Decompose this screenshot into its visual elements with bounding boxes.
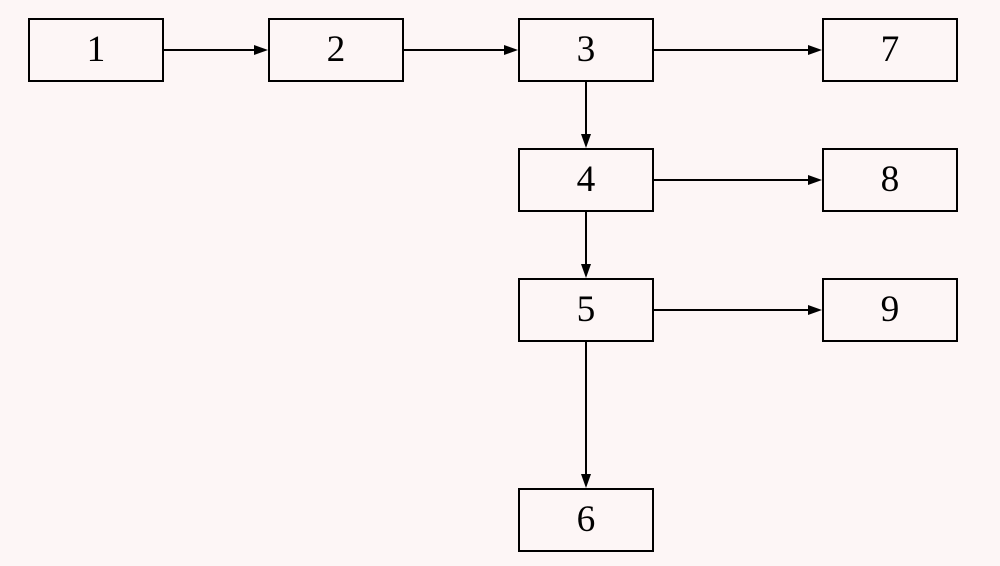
arrowhead-icon	[504, 45, 518, 55]
arrowhead-icon	[254, 45, 268, 55]
arrowhead-icon	[808, 305, 822, 315]
arrowhead-icon	[581, 474, 591, 488]
arrowhead-icon	[581, 134, 591, 148]
edges-layer	[0, 0, 1000, 566]
arrowhead-icon	[808, 45, 822, 55]
arrowhead-icon	[808, 175, 822, 185]
arrowhead-icon	[581, 264, 591, 278]
